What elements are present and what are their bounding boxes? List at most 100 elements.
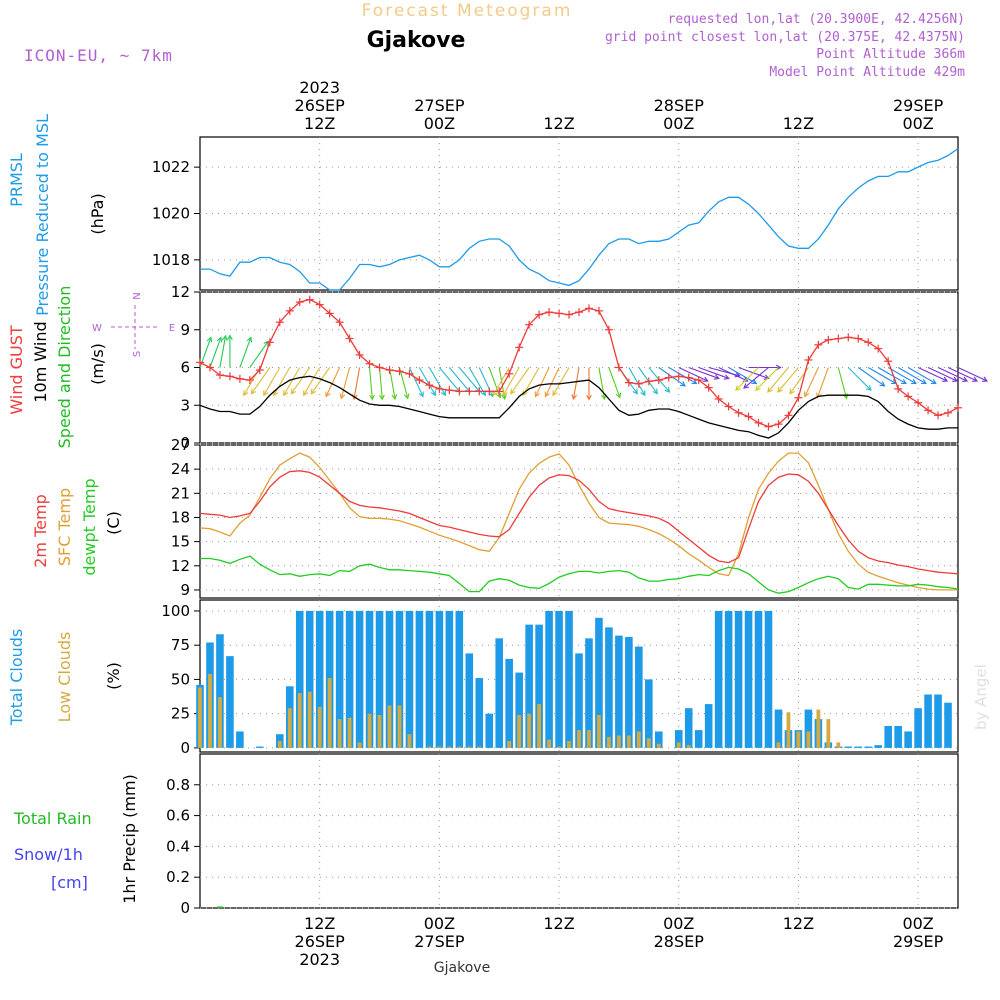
wind-arrow-head: [391, 394, 398, 401]
time-label-bottom: 00Z: [663, 914, 694, 933]
time-label-top: 2023: [299, 78, 340, 97]
time-label-top: 00Z: [424, 114, 455, 133]
temp-2m-line: [199, 470, 959, 575]
wind-arrow-head: [283, 390, 289, 397]
panel-label: 1hr Precip (mm): [120, 774, 139, 904]
low-cloud-bar: [616, 735, 621, 748]
wind-arrow: [283, 367, 301, 396]
y-tick-label: 1018: [152, 251, 190, 269]
low-cloud-bar: [287, 708, 292, 748]
low-cloud-bar: [527, 713, 532, 748]
time-label-top: 26SEP: [295, 96, 346, 115]
low-cloud-bar: [816, 709, 821, 748]
y-tick-label: 21: [171, 484, 190, 502]
total-cloud-bar: [894, 725, 902, 748]
y-tick-label: 18: [171, 508, 190, 526]
total-cloud-bar: [445, 610, 454, 748]
total-cloud-bar: [236, 731, 244, 748]
wind-arrow: [369, 367, 373, 400]
y-tick-label: 9: [180, 581, 190, 599]
y-tick-label: 24: [171, 460, 190, 478]
low-cloud-bar: [367, 713, 372, 748]
wind-arrow-head: [303, 390, 309, 397]
total-cloud-bar: [355, 610, 364, 748]
low-cloud-bar: [347, 717, 352, 748]
low-cloud-bar: [686, 745, 691, 748]
y-tick-label: 0.2: [166, 868, 190, 886]
wind-arrow: [510, 367, 530, 395]
total-cloud-bar: [555, 610, 563, 748]
wind-arrow-head: [510, 388, 516, 395]
time-label-bottom: 2023: [299, 950, 340, 969]
total-cloud-bar: [874, 745, 883, 748]
wind-arrow-head: [910, 378, 917, 385]
wind-arrow-head: [310, 388, 317, 395]
low-cloud-bar: [397, 705, 402, 748]
low-cloud-bar: [437, 746, 442, 748]
total-cloud-bar: [395, 610, 404, 748]
total-cloud-bar: [724, 610, 733, 748]
panel-wind: 0 3 6 9 12: [171, 283, 959, 452]
wind-arrow: [897, 367, 927, 384]
low-cloud-bar: [277, 741, 282, 748]
y-tick-label: 1020: [152, 205, 190, 223]
wind-arrow: [398, 367, 409, 399]
total-cloud-bar: [425, 610, 434, 748]
low-cloud-bar: [387, 705, 392, 748]
wind-arrow-head: [751, 378, 758, 385]
total-cloud-bar: [864, 746, 873, 748]
low-cloud-bar: [646, 738, 651, 748]
wind-arrow-head: [640, 390, 646, 397]
total-cloud-bar: [714, 610, 723, 748]
total-cloud-bar: [435, 610, 444, 748]
wind-arrow-head: [586, 394, 592, 401]
wind-arrow: [310, 367, 331, 395]
total-cloud-bar: [854, 746, 863, 748]
gridpoint-coords: grid point closest lon,lat (20.375E, 42.…: [605, 30, 965, 45]
wind-arrow-head: [865, 385, 872, 391]
wind-arrow: [290, 367, 311, 395]
wind-arrow-head: [763, 374, 770, 380]
total-cloud-bar: [684, 708, 693, 748]
wind-arrow: [777, 367, 799, 393]
wind-arrow: [927, 367, 958, 382]
low-cloud-bar: [297, 693, 302, 748]
total-cloud-bar: [694, 730, 703, 748]
time-label-bottom: 26SEP: [295, 932, 346, 951]
time-label-top: 00Z: [663, 114, 694, 133]
time-label-bottom: 12Z: [304, 914, 335, 933]
time-label-top: 27SEP: [414, 96, 465, 115]
wind-arrow-head: [743, 383, 749, 389]
panel-label: (%): [104, 662, 123, 690]
total-cloud-bar: [674, 730, 683, 748]
wind-arrow: [552, 367, 570, 396]
wind-arrow-head: [496, 392, 502, 399]
time-label-bottom: 12Z: [543, 914, 574, 933]
wind-arrow: [767, 367, 789, 393]
time-label-top: 12Z: [304, 114, 335, 133]
total-cloud-bar: [345, 610, 354, 748]
location-title: Gjakove: [367, 28, 466, 53]
wind-arrow-head: [615, 392, 622, 399]
wind-arrow-head: [369, 394, 375, 401]
total-cloud-bar: [704, 704, 713, 748]
wind-arrow-head: [571, 394, 577, 401]
total-cloud-bar: [754, 610, 763, 748]
wind-arrow-head: [263, 390, 269, 397]
low-cloud-bar: [806, 731, 811, 748]
wind-arrow: [668, 367, 697, 384]
low-cloud-bar: [656, 743, 661, 748]
time-label-top: 12Z: [783, 114, 814, 133]
total-cloud-bar: [924, 694, 932, 748]
total-cloud-bar: [525, 624, 533, 748]
low-cloud-bar: [826, 719, 831, 748]
wind-gust-markers: [196, 295, 962, 431]
wind-arrow: [877, 367, 907, 384]
wind-arrow: [887, 367, 917, 384]
wind-arrow: [678, 367, 708, 382]
y-tick-label: 25: [171, 705, 190, 723]
prmsl-line: [200, 148, 959, 291]
wind-arrow-head: [534, 391, 540, 398]
dewpt-temp-line: [200, 555, 959, 594]
